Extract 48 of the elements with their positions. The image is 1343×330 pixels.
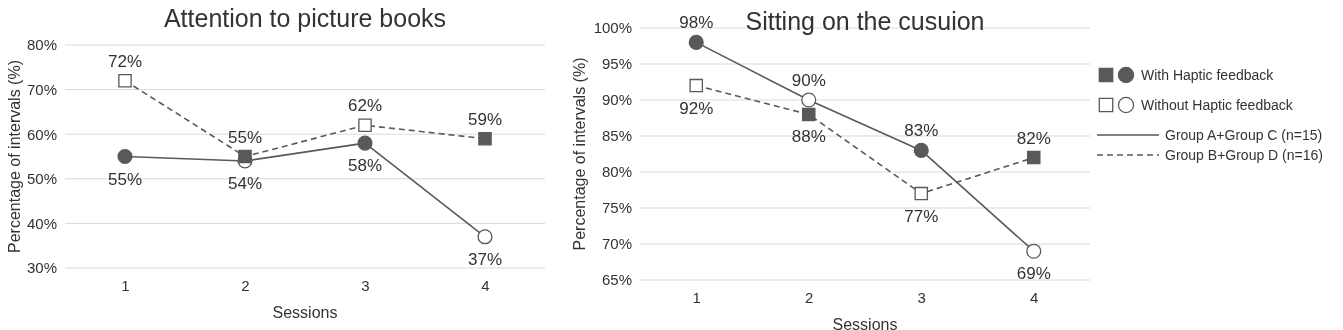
data-label: 98% bbox=[679, 13, 714, 33]
legend-label: Group B+Group D (n=16) bbox=[1165, 147, 1323, 163]
data-label: 83% bbox=[904, 121, 939, 141]
data-label: 82% bbox=[1016, 128, 1051, 148]
x-tick-label: 3 bbox=[361, 276, 370, 294]
data-label: 92% bbox=[679, 98, 714, 118]
y-tick-label: 30% bbox=[26, 259, 57, 277]
y-tick-label: 80% bbox=[26, 36, 57, 54]
y-tick-label: 95% bbox=[601, 55, 632, 73]
x-tick-label: 2 bbox=[241, 276, 250, 294]
data-label: 62% bbox=[347, 96, 383, 116]
y-tick-label: 85% bbox=[601, 127, 632, 145]
y-axis-title: Percentage of intervals (%) bbox=[6, 60, 23, 253]
y-tick-label: 50% bbox=[26, 170, 57, 188]
data-label: 59% bbox=[467, 109, 503, 129]
data-label: 72% bbox=[107, 51, 143, 71]
y-tick-label: 65% bbox=[601, 271, 632, 289]
legend-label: Group A+Group C (n=15) bbox=[1165, 127, 1323, 143]
data-label: 77% bbox=[904, 206, 939, 226]
y-tick-label: 70% bbox=[26, 80, 57, 98]
x-axis-title: Sessions bbox=[832, 316, 898, 330]
y-tick-label: 75% bbox=[601, 199, 632, 217]
text: With Haptic feedback bbox=[1141, 67, 1275, 83]
x-tick-label: 1 bbox=[692, 288, 701, 306]
x-tick-label: 1 bbox=[121, 276, 130, 294]
y-tick-label: 70% bbox=[601, 235, 632, 253]
data-label: 58% bbox=[347, 156, 383, 176]
data-label: 88% bbox=[791, 127, 826, 147]
x-tick-label: 4 bbox=[1030, 288, 1039, 306]
data-label: 69% bbox=[1016, 264, 1051, 284]
chart-title: Attention to picture books bbox=[163, 4, 447, 32]
y-tick-label: 90% bbox=[601, 91, 632, 109]
chart-title: Sitting on the cusuion bbox=[745, 7, 985, 35]
data-label: 55% bbox=[227, 127, 263, 147]
x-tick-label: 4 bbox=[481, 276, 490, 294]
y-tick-label: 100% bbox=[593, 19, 632, 37]
y-tick-label: 60% bbox=[26, 125, 57, 143]
data-label: 54% bbox=[227, 173, 263, 193]
data-label: 37% bbox=[467, 249, 503, 269]
data-label: 90% bbox=[791, 71, 826, 90]
y-axis-title: Percentage of intervals (%) bbox=[571, 57, 588, 251]
y-tick-label: 80% bbox=[601, 163, 632, 181]
text: Without Haptic feedback bbox=[1141, 97, 1294, 113]
x-tick-label: 2 bbox=[805, 288, 814, 306]
data-label: 55% bbox=[107, 169, 143, 189]
x-axis-title: Sessions bbox=[272, 304, 338, 321]
x-tick-label: 3 bbox=[917, 288, 926, 306]
y-tick-label: 40% bbox=[26, 214, 57, 232]
